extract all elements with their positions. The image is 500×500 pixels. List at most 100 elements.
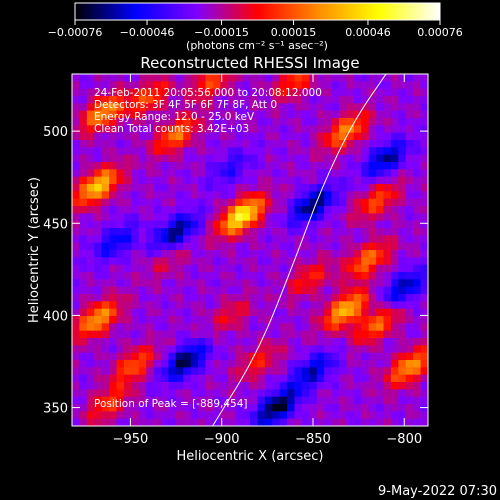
heatmap-cell <box>190 162 199 170</box>
heatmap-cell <box>242 125 251 134</box>
heatmap-cell <box>101 147 110 156</box>
heatmap-cell <box>138 308 147 317</box>
heatmap-cell <box>287 286 296 295</box>
heatmap-cell <box>146 198 155 207</box>
heatmap-cell <box>287 132 296 141</box>
heatmap-cell <box>279 286 288 295</box>
heatmap-cell <box>183 147 192 156</box>
heatmap-cell <box>79 257 88 266</box>
heatmap-cell <box>279 250 288 258</box>
heatmap-cell <box>250 140 259 148</box>
heatmap-cell <box>79 352 88 361</box>
heatmap-cell <box>175 323 184 332</box>
heatmap-cell <box>390 250 399 258</box>
heatmap-cell <box>183 279 192 288</box>
heatmap-cell <box>123 220 132 229</box>
heatmap-cell <box>383 74 392 82</box>
heatmap-cell <box>353 257 362 266</box>
heatmap-cell <box>405 206 414 214</box>
heatmap-cell <box>235 418 244 426</box>
heatmap-cell <box>161 316 170 324</box>
heatmap-cell <box>123 81 132 90</box>
heatmap-cell <box>346 352 355 361</box>
heatmap-cell <box>324 235 333 244</box>
heatmap-cell <box>287 162 296 170</box>
heatmap-cell <box>131 176 140 185</box>
heatmap-cell <box>116 286 125 295</box>
heatmap-cell <box>272 338 281 346</box>
heatmap-cell <box>79 316 88 324</box>
heatmap-cells <box>72 74 428 426</box>
heatmap-cell <box>235 162 244 170</box>
heatmap-cell <box>190 228 199 236</box>
heatmap-cell <box>257 198 266 207</box>
heatmap-cell <box>316 367 325 376</box>
heatmap-cell <box>183 316 192 324</box>
heatmap-cell <box>146 140 155 148</box>
heatmap-cell <box>101 264 110 273</box>
heatmap-cell <box>376 184 385 192</box>
heatmap-cell <box>413 301 422 310</box>
heatmap-cell <box>235 242 244 251</box>
heatmap-cell <box>264 242 273 251</box>
heatmap-cell <box>94 154 103 163</box>
heatmap-cell <box>146 316 155 324</box>
heatmap-cell <box>138 374 147 383</box>
heatmap-cell <box>79 235 88 244</box>
heatmap-cell <box>346 110 355 119</box>
heatmap-cell <box>339 235 348 244</box>
heatmap-cell <box>153 169 162 178</box>
heatmap-cell <box>316 308 325 317</box>
heatmap-cell <box>331 118 340 126</box>
heatmap-cell <box>168 213 177 222</box>
heatmap-cell <box>257 206 266 214</box>
heatmap-cell <box>123 352 132 361</box>
heatmap-cell <box>368 316 377 324</box>
heatmap-cell <box>79 264 88 273</box>
heatmap-cell <box>72 103 81 112</box>
heatmap-cell <box>131 206 140 214</box>
heatmap-cell <box>294 382 303 390</box>
heatmap-cell <box>183 103 192 112</box>
heatmap-cell <box>153 147 162 156</box>
heatmap-cell <box>398 404 407 412</box>
heatmap-cell <box>168 191 177 200</box>
heatmap-cell <box>131 110 140 119</box>
heatmap-cell <box>190 411 199 420</box>
heatmap-cell <box>413 389 422 398</box>
heatmap-cell <box>361 272 370 280</box>
heatmap-cell <box>242 147 251 156</box>
heatmap-cell <box>101 125 110 134</box>
heatmap-cell <box>168 228 177 236</box>
heatmap-cell <box>398 272 407 280</box>
heatmap-cell <box>86 330 95 339</box>
heatmap-cell <box>212 286 221 295</box>
heatmap-cell <box>153 191 162 200</box>
heatmap-cell <box>346 74 355 82</box>
heatmap-cell <box>72 286 81 295</box>
heatmap-cell <box>235 279 244 288</box>
heatmap-cell <box>72 198 81 207</box>
heatmap-cell <box>257 257 266 266</box>
heatmap-cell <box>72 411 81 420</box>
heatmap-cell <box>198 250 207 258</box>
heatmap-cell <box>294 96 303 104</box>
heatmap-cell <box>123 301 132 310</box>
heatmap-cell <box>168 176 177 185</box>
heatmap-cell <box>168 88 177 97</box>
heatmap-cell <box>405 257 414 266</box>
heatmap-cell <box>123 162 132 170</box>
heatmap-cell <box>279 264 288 273</box>
heatmap-cell <box>205 389 214 398</box>
heatmap-cell <box>227 132 236 141</box>
heatmap-cell <box>212 88 221 97</box>
heatmap-cell <box>294 242 303 251</box>
heatmap-cell <box>405 96 414 104</box>
heatmap-cell <box>353 286 362 295</box>
heatmap-cell <box>294 367 303 376</box>
heatmap-cell <box>79 404 88 412</box>
heatmap-cell <box>183 389 192 398</box>
heatmap-cell <box>272 191 281 200</box>
heatmap-cell <box>294 286 303 295</box>
heatmap-cell <box>72 235 81 244</box>
